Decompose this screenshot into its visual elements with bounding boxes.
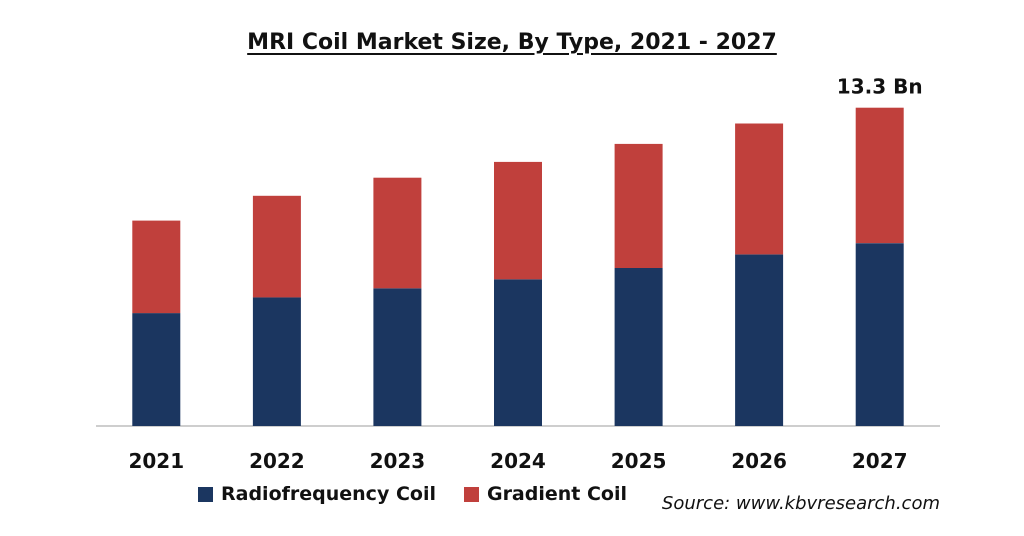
- bar-gradient-coil-2024: [494, 161, 542, 280]
- bar-radiofrequency-coil-2021: [132, 313, 181, 426]
- legend-item-gradient-coil: Gradient Coil: [463, 483, 628, 505]
- legend-swatch-gradient-coil: [463, 486, 479, 502]
- source-note: Source: www.kbvresearch.com: [661, 493, 940, 514]
- bar-radiofrequency-coil-2023: [373, 288, 422, 426]
- bar-gradient-coil-2023: [373, 177, 422, 289]
- x-tick-label-2026: 2026: [731, 449, 787, 473]
- x-tick-label-2024: 2024: [490, 449, 546, 473]
- x-tick-label-2025: 2025: [611, 449, 667, 473]
- x-tick-label-2022: 2022: [249, 449, 305, 473]
- legend: Radiofrequency Coil Gradient Coil: [198, 483, 627, 505]
- x-tick-label-2023: 2023: [370, 449, 426, 473]
- chart-title: MRI Coil Market Size, By Type, 2021 - 20…: [247, 30, 777, 55]
- bar-radiofrequency-coil-2025: [614, 268, 663, 426]
- bar-gradient-coil-2027: [855, 107, 904, 244]
- legend-label-gradient-coil: Gradient Coil: [486, 483, 628, 505]
- x-tick-label-2021: 2021: [128, 449, 184, 473]
- bar-gradient-coil-2022: [252, 195, 301, 298]
- bar-radiofrequency-coil-2027: [855, 243, 904, 426]
- bar-gradient-coil-2026: [735, 123, 784, 255]
- bar-gradient-coil-2021: [132, 220, 181, 314]
- bars-group: [132, 107, 904, 426]
- stacked-bar-chart: 2021 2022 2023 2024 2025 2026 2027 13.3 Bn: [96, 75, 940, 473]
- legend-swatch-radiofrequency-coil: [198, 486, 213, 502]
- x-tick-label-2027: 2027: [852, 449, 908, 473]
- bar-radiofrequency-coil-2024: [494, 279, 542, 426]
- data-label-2027: 13.3 Bn: [837, 75, 923, 99]
- bar-radiofrequency-coil-2026: [735, 254, 784, 426]
- x-tick-labels: 2021 2022 2023 2024 2025 2026 2027: [128, 449, 907, 473]
- legend-label-radiofrequency-coil: Radiofrequency Coil: [221, 483, 436, 505]
- bar-radiofrequency-coil-2022: [252, 297, 301, 426]
- data-labels: 13.3 Bn: [837, 75, 923, 99]
- legend-item-radiofrequency-coil: Radiofrequency Coil: [198, 483, 436, 505]
- bar-gradient-coil-2025: [614, 143, 663, 268]
